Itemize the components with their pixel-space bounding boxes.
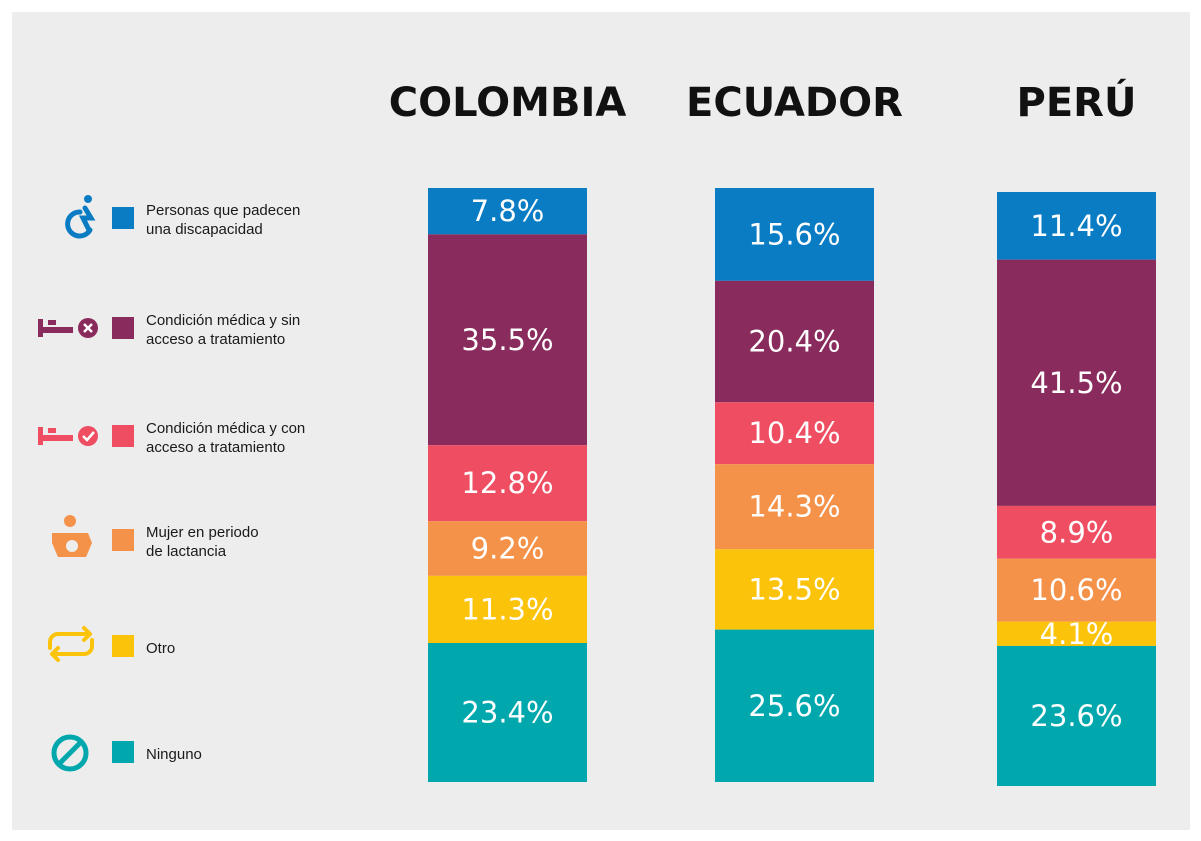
icon-bed-check — [38, 426, 98, 446]
value-label: 10.6% — [1030, 573, 1122, 607]
legend-swatch — [112, 529, 134, 551]
value-label: 23.6% — [1030, 699, 1122, 733]
legend-swatch — [112, 317, 134, 339]
background-panel — [12, 12, 1190, 830]
value-label: 15.6% — [748, 217, 840, 251]
value-label: 14.3% — [748, 490, 840, 524]
bar-segment — [428, 521, 587, 576]
value-label: 9.2% — [471, 532, 545, 566]
bar-segment — [428, 445, 587, 522]
bar-segment — [428, 188, 587, 235]
value-label: 8.9% — [1040, 515, 1114, 549]
legend-label: Otro — [146, 639, 176, 657]
value-label: 41.5% — [1030, 366, 1122, 400]
icon-bed-x — [38, 318, 98, 338]
bar-segment — [428, 643, 587, 782]
legend-swatch — [112, 425, 134, 447]
bar-segment — [997, 192, 1156, 260]
legend-label: Condición médica y sin acceso a tratamie… — [146, 312, 301, 348]
bar-segment — [997, 505, 1156, 559]
value-label: 35.5% — [461, 323, 553, 357]
icon-breastfeeding — [52, 515, 92, 557]
value-label: 11.3% — [461, 592, 553, 626]
legend-label: Ninguno — [146, 745, 202, 763]
value-label: 4.1% — [1040, 617, 1114, 651]
bar-segment — [997, 645, 1156, 786]
legend-swatch — [112, 207, 134, 229]
category-title: COLOMBIA — [389, 80, 627, 126]
value-label: 25.6% — [748, 689, 840, 723]
bar-segment — [428, 575, 587, 644]
icon-none — [51, 734, 89, 772]
value-label: 11.4% — [1030, 209, 1122, 243]
legend-swatch — [112, 635, 134, 657]
bar-segment — [715, 549, 874, 630]
legend-label: Condición médica y con acceso a tratamie… — [146, 420, 306, 456]
bar-segment — [997, 621, 1156, 646]
bar-segment — [428, 234, 587, 446]
icon-other — [48, 626, 94, 662]
value-label: 23.4% — [461, 696, 553, 730]
category-title: ECUADOR — [686, 80, 903, 126]
value-label: 12.8% — [461, 466, 553, 500]
value-label: 10.4% — [748, 416, 840, 450]
category-title: PERÚ — [1017, 78, 1137, 126]
bar-segment — [715, 464, 874, 550]
legend-swatch — [112, 741, 134, 763]
legend-label: Personas que padecen una discapacidad — [146, 202, 301, 238]
bar-segment — [715, 629, 874, 782]
bar-segment — [715, 402, 874, 465]
value-label: 13.5% — [748, 572, 840, 606]
icon-disability — [65, 195, 96, 239]
value-label: 7.8% — [471, 194, 545, 228]
bar-segment — [997, 558, 1156, 622]
value-label: 20.4% — [748, 325, 840, 359]
bar-segment — [715, 280, 874, 403]
legend-label: Mujer en periodo de lactancia — [146, 524, 259, 560]
bar-segment — [715, 188, 874, 281]
bar-segment — [997, 259, 1156, 506]
